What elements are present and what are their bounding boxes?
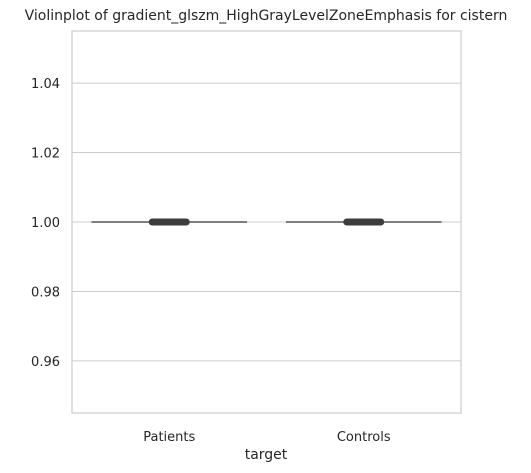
y-tick-label: 1.04 — [31, 77, 60, 92]
y-tick-label: 0.98 — [31, 285, 60, 300]
chart-title: Violinplot of gradient_glszm_HighGrayLev… — [25, 8, 508, 24]
y-tick-label: 1.00 — [31, 216, 60, 231]
x-tick-labels: Patients Controls — [143, 430, 391, 445]
plot-frame — [71, 30, 462, 414]
x-axis-label: target — [245, 447, 288, 463]
y-tick-label: 1.02 — [31, 147, 60, 162]
y-tick-label: 0.96 — [31, 355, 60, 370]
y-tick-labels: 0.96 0.98 1.00 1.02 1.04 — [31, 77, 60, 370]
x-tick-label: Patients — [143, 430, 195, 445]
x-tick-label: Controls — [337, 430, 391, 445]
